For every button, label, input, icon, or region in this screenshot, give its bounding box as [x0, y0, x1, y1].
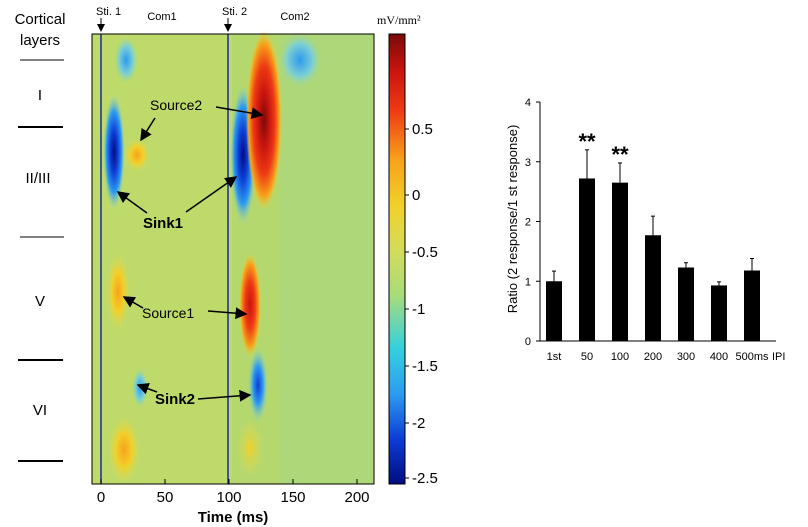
layer-label: V — [35, 293, 45, 310]
bar-y-tick-label: 3 — [525, 157, 531, 169]
com1-label: Com1 — [147, 11, 176, 23]
sink1-label: Sink1 — [143, 215, 183, 232]
bar — [579, 178, 595, 341]
source1-late — [239, 253, 261, 357]
source2-label: Source2 — [150, 97, 202, 113]
source2-early — [124, 138, 150, 172]
bar — [612, 182, 628, 341]
bar-x-tick-label: 50 — [581, 351, 593, 363]
x-tick-label: 0 — [97, 489, 105, 506]
layer-boundaries — [18, 59, 64, 462]
source2-late — [246, 30, 282, 210]
bar-y-tick-label: 2 — [525, 217, 531, 229]
bar — [744, 270, 760, 341]
colorbar-ticks — [405, 128, 409, 479]
source1-label: Source1 — [142, 305, 194, 321]
sink2-label: Sink2 — [155, 391, 195, 408]
bar-x-tick-label: 200 — [644, 351, 662, 363]
bar-x-axis-title: IPI — [772, 351, 785, 363]
layer-label: I — [38, 87, 42, 104]
bar-x-tick-label: 1st — [547, 351, 562, 363]
heatmap-frame — [91, 33, 375, 485]
sink2-arrow-early — [136, 382, 158, 395]
bar — [645, 235, 661, 341]
ratio-bar-chart: Ratio (2 response/1 st response) 0 1 2 3 4 *… — [505, 97, 785, 363]
colorbar-tick-label: -2 — [412, 415, 425, 432]
x-tick-label: 200 — [344, 489, 369, 506]
bar — [546, 281, 562, 341]
bar — [678, 267, 694, 341]
source1-arrow-late — [207, 307, 248, 320]
deep-source-early — [108, 416, 140, 484]
source1-arrow-early — [122, 296, 144, 309]
source2-arrow-early — [140, 117, 156, 142]
colorbar-tick-label: 0 — [412, 187, 420, 204]
superficial-sink-late — [278, 32, 322, 88]
significance-marker: ** — [578, 129, 596, 154]
deep-yellow-late — [236, 418, 264, 478]
source1-early — [106, 252, 130, 332]
x-tick-label: 50 — [157, 489, 174, 506]
sink2-arrow-late — [197, 389, 252, 402]
bar-x-tick-label: 400 — [710, 351, 728, 363]
x-tick-label: 100 — [216, 489, 241, 506]
stim2-label: Sti. 2 — [222, 6, 247, 18]
bar — [711, 285, 727, 341]
sink1-early — [103, 94, 125, 210]
csd-figure: 0 50 100 150 200 Time (ms) Sti. 1 Sti. 2… — [15, 6, 438, 526]
layer-label: VI — [33, 402, 47, 419]
colorbar-tick-label: -1.5 — [412, 358, 438, 375]
colorbar — [388, 33, 406, 485]
layer-header-line1: Cortical — [15, 11, 66, 28]
x-axis-ticks — [100, 479, 358, 484]
shallow-sink-early — [114, 36, 138, 84]
sink1-arrow-early — [116, 191, 148, 214]
bar-x-tick-label: 300 — [677, 351, 695, 363]
sink1-arrow-late — [185, 176, 238, 213]
bar-y-tick-label: 1 — [525, 276, 531, 288]
colorbar-tick-label: 0.5 — [412, 121, 433, 138]
colorbar-tick-label: -1 — [412, 301, 425, 318]
sink2-late — [248, 347, 268, 423]
x-axis-title: Time (ms) — [198, 509, 269, 526]
x-tick-label: 150 — [280, 489, 305, 506]
layer-label: II/III — [25, 170, 50, 187]
com2-label: Com2 — [280, 11, 309, 23]
bar-x-tick-label: 100 — [611, 351, 629, 363]
stim1-label: Sti. 1 — [96, 6, 121, 18]
colorbar-tick-label: -2.5 — [412, 470, 438, 487]
significance-marker: ** — [611, 142, 629, 167]
layer-header-line2: layers — [20, 32, 60, 49]
bar-y-tick-label: 4 — [525, 97, 531, 109]
colorbar-unit: mV/mm² — [377, 13, 421, 27]
bar-y-axis-title: Ratio (2 response/1 st response) — [505, 125, 520, 314]
colorbar-tick-label: -0.5 — [412, 244, 438, 261]
heatmap-tint-late — [280, 34, 374, 484]
bar-y-tick-label: 0 — [525, 336, 531, 348]
bar-x-tick-label: 500ms — [735, 351, 769, 363]
source2-arrow-late — [215, 106, 264, 120]
